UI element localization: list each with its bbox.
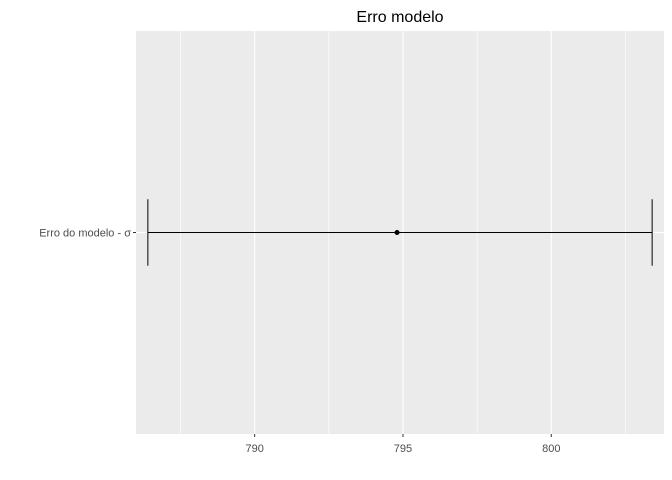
- y-tick-label: Erro do modelo - σ: [39, 228, 131, 240]
- y-axis: Erro do modelo - σ: [39, 228, 136, 240]
- chart-title: Erro modelo: [356, 9, 443, 26]
- error-bars: [147, 199, 653, 266]
- estimate-point: [394, 230, 400, 235]
- x-axis: 790 795 800: [245, 434, 560, 455]
- x-tick-label: 800: [542, 443, 560, 455]
- x-tick-label: 790: [245, 443, 263, 455]
- x-tick-label: 795: [394, 443, 412, 455]
